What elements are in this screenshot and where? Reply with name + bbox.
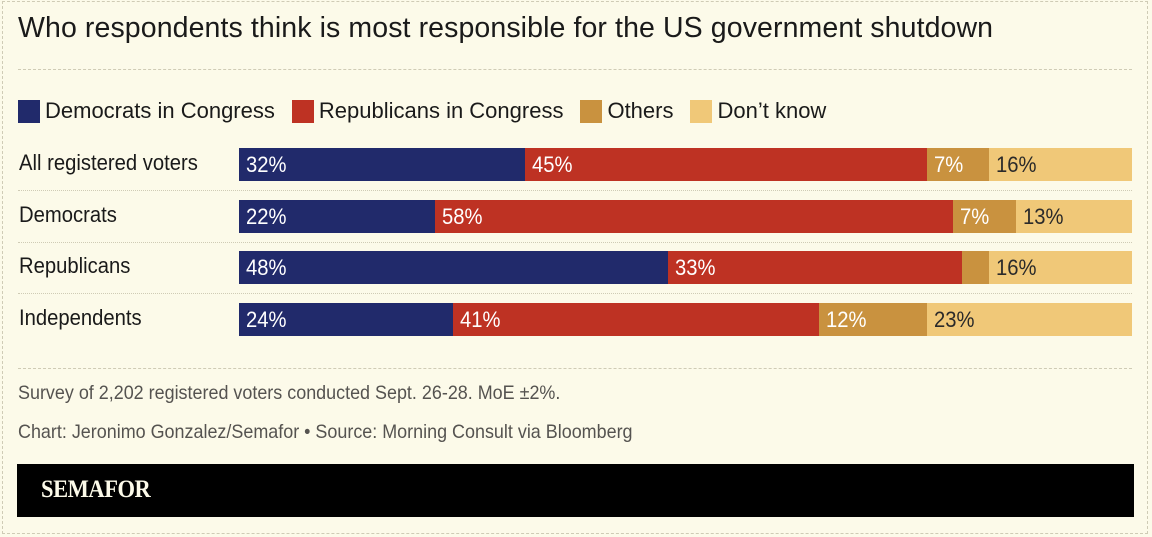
bar-segment-others — [819, 303, 928, 337]
bar-segment-democrats-in-congress — [239, 148, 526, 181]
data-label: 13% — [1022, 203, 1064, 229]
bar-segment-republicans-in-congress — [453, 303, 820, 337]
data-label: 12% — [826, 307, 867, 333]
bar-segment-don-t-know — [989, 251, 1133, 285]
title-divider — [18, 69, 1132, 70]
legend: Democrats in Congress Republicans in Cong… — [18, 97, 843, 125]
data-label: 32% — [246, 152, 287, 177]
legend-swatch — [690, 99, 713, 123]
data-label: 58% — [442, 203, 483, 229]
legend-item-democrats-in-congress: Democrats in Congress — [18, 98, 275, 124]
bar-segment-don-t-know — [926, 303, 1133, 337]
brand-bar: SEMAFOR — [17, 464, 1134, 517]
data-label: 16% — [996, 255, 1037, 281]
category-label: Democrats — [19, 201, 117, 227]
legend-item-others: Others — [580, 98, 673, 124]
credit-note: Chart: Jeronimo Gonzalez/Semafor • Sourc… — [18, 421, 633, 443]
bar-segment-republicans-in-congress — [667, 251, 963, 285]
bar-segment-democrats-in-congress — [239, 251, 669, 285]
row-separator — [18, 293, 1132, 295]
legend-item-republicans-in-congress: Republicans in Congress — [291, 98, 564, 124]
data-label: 23% — [933, 307, 975, 333]
bar-segment-don-t-know — [1015, 199, 1133, 233]
data-label: 22% — [246, 203, 287, 229]
legend-label: Democrats in Congress — [45, 98, 275, 123]
bar-segment-democrats-in-congress — [239, 303, 454, 337]
data-label: 48% — [246, 255, 287, 281]
bar-segment-democrats-in-congress — [239, 199, 436, 233]
bar-segment-republicans-in-congress — [524, 148, 928, 181]
row-separator — [18, 241, 1132, 243]
notes-divider — [18, 368, 1132, 369]
bar-segment-others — [953, 199, 1017, 233]
legend-swatch — [291, 99, 314, 123]
survey-note: Survey of 2,202 registered voters conduc… — [18, 382, 561, 404]
category-label: Republicans — [19, 253, 131, 279]
legend-item-don-t-know: Don’t know — [690, 98, 826, 124]
legend-label: Others — [607, 98, 674, 123]
data-label: 7% — [933, 152, 963, 177]
data-label: 24% — [246, 307, 287, 333]
data-label: 33% — [674, 255, 716, 281]
legend-label: Don’t know — [717, 98, 827, 123]
bar-segment-others — [926, 148, 990, 181]
data-label: 45% — [531, 152, 573, 177]
bar-segment-republicans-in-congress — [435, 199, 954, 233]
data-label: 16% — [996, 152, 1037, 177]
category-label: All registered voters — [19, 150, 198, 175]
bar-segment-others — [962, 251, 990, 285]
row-separator — [18, 190, 1132, 191]
semafor-logo: SEMAFOR — [41, 476, 151, 503]
bar-segment-don-t-know — [989, 148, 1133, 181]
chart-title: Who respondents think is most responsibl… — [18, 12, 994, 44]
category-label: Independents — [19, 305, 142, 331]
data-label: 41% — [460, 307, 501, 333]
legend-swatch — [580, 99, 603, 123]
data-label: 7% — [960, 203, 990, 229]
legend-swatch — [18, 99, 40, 123]
legend-label: Republicans in Congress — [318, 98, 564, 123]
